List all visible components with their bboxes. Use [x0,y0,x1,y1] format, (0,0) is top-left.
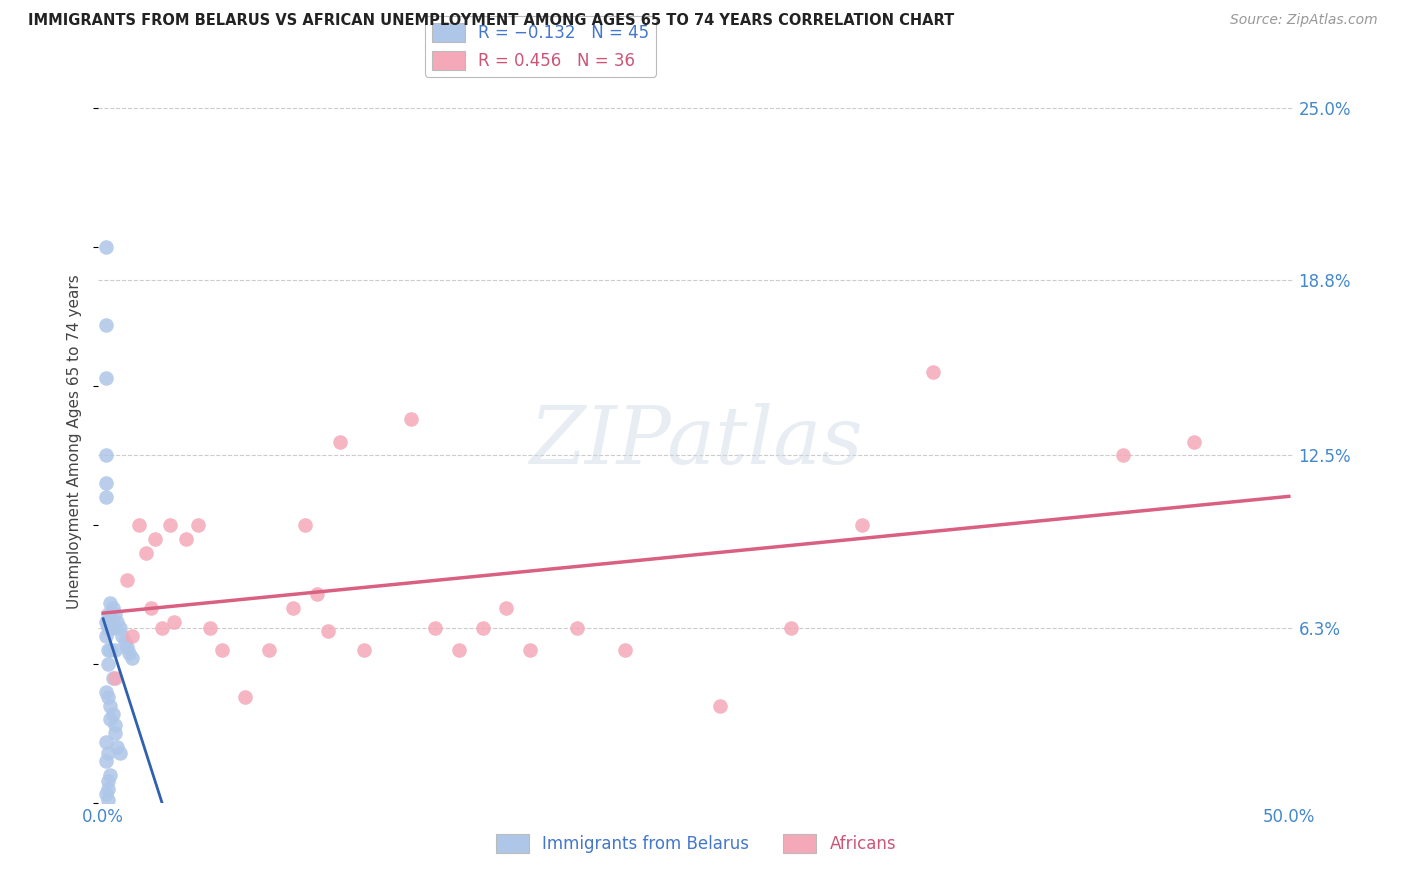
Point [94,240,117,254]
Point [423,621,446,635]
Point [1112,449,1135,463]
Point [97,781,120,796]
Point [114,634,136,648]
Point [118,646,141,660]
Point [97,773,120,788]
Text: Source: ZipAtlas.com: Source: ZipAtlas.com [1230,13,1378,28]
Point [94,370,117,384]
Point [294,517,316,532]
Point [447,643,470,657]
Legend: Immigrants from Belarus, Africans: Immigrants from Belarus, Africans [489,827,903,860]
Point [121,651,143,665]
Point [135,546,157,560]
Point [495,601,517,615]
Text: ZIPatlas: ZIPatlas [529,403,863,480]
Point [98,713,121,727]
Point [143,532,166,546]
Point [281,601,304,615]
Point [104,718,127,732]
Point [97,657,120,671]
Point [97,690,120,705]
Point [163,615,186,630]
Point [613,643,636,657]
Point [104,726,127,740]
Point [115,574,138,588]
Point [318,624,340,638]
Point [94,615,117,630]
Point [94,684,117,698]
Point [94,318,117,332]
Point [94,449,117,463]
Point [94,629,117,643]
Point [105,740,128,755]
Point [104,607,127,621]
Y-axis label: Unemployment Among Ages 65 to 74 years: Unemployment Among Ages 65 to 74 years [67,274,83,609]
Point [108,621,131,635]
Point [198,621,221,635]
Text: IMMIGRANTS FROM BELARUS VS AFRICAN UNEMPLOYMENT AMONG AGES 65 TO 74 YEARS CORREL: IMMIGRANTS FROM BELARUS VS AFRICAN UNEMP… [28,13,955,29]
Point [1182,434,1205,449]
Point [94,788,117,802]
Point [101,671,124,685]
Point [98,596,121,610]
Point [94,754,117,768]
Point [94,490,117,504]
Point [98,698,121,713]
Point [98,768,121,782]
Point [922,365,945,379]
Point [305,587,328,601]
Point [121,629,143,643]
Point [105,615,128,630]
Point [851,517,873,532]
Point [98,643,121,657]
Point [567,621,589,635]
Point [97,615,120,630]
Point [97,793,120,807]
Point [152,621,174,635]
Point [101,601,124,615]
Point [101,706,124,721]
Point [104,643,127,657]
Point [779,621,801,635]
Point [257,643,280,657]
Point [97,607,120,621]
Point [353,643,375,657]
Point [174,532,197,546]
Point [98,621,121,635]
Point [111,629,134,643]
Point [128,517,150,532]
Point [94,734,117,748]
Point [401,412,423,426]
Point [159,517,181,532]
Point [94,476,117,491]
Point [97,746,120,760]
Point [115,640,138,655]
Point [139,601,162,615]
Point [104,671,127,685]
Point [519,643,541,657]
Point [235,690,257,705]
Point [108,746,131,760]
Point [709,698,731,713]
Point [471,621,494,635]
Point [329,434,352,449]
Point [97,643,120,657]
Point [187,517,209,532]
Point [97,621,120,635]
Point [101,621,124,635]
Point [211,643,233,657]
